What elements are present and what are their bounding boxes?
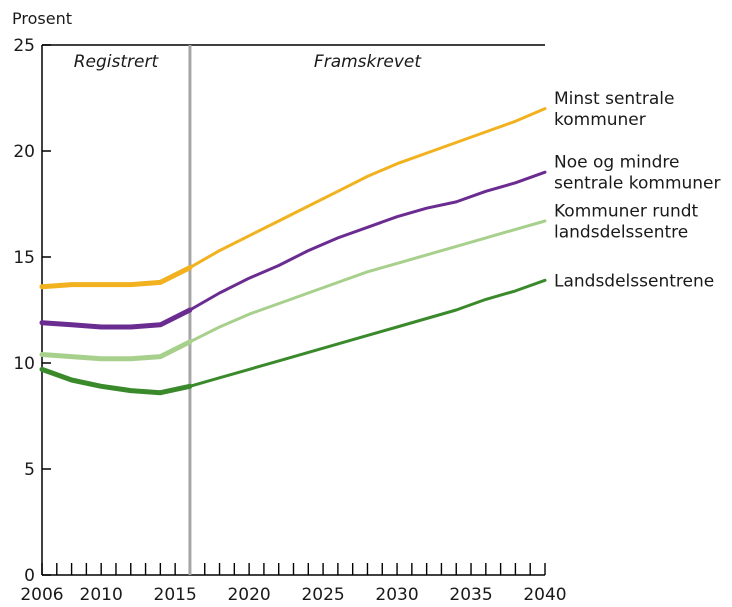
series-label: Noe og mindre sentrale kommuner	[554, 153, 721, 194]
region-label-registered: Registrert	[74, 52, 160, 72]
x-tick-label: 2020	[227, 585, 270, 605]
x-tick-label: 2025	[301, 585, 344, 605]
series-label-line: landsdelssentre	[554, 222, 688, 242]
x-tick-label: 2010	[80, 585, 123, 605]
x-tick-label: 2035	[449, 585, 492, 605]
series-line-projected	[188, 278, 547, 388]
series-label-line: Landsdelssentrene	[554, 271, 714, 291]
y-tick-label: 15	[13, 248, 35, 268]
y-tick-label: 20	[13, 142, 35, 162]
region-label-projected: Framskrevet	[314, 52, 422, 72]
series-label-line: Kommuner rundt	[554, 201, 699, 221]
series-label: Landsdelssentrene	[554, 271, 714, 291]
series-layer	[39, 107, 547, 396]
y-tick-label: 25	[13, 36, 35, 56]
series-label: Kommuner rundt landsdelssentre	[554, 201, 699, 242]
y-axis-title: Prosent	[12, 9, 72, 28]
series-line-registered	[39, 339, 193, 362]
x-tick-label: 2015	[154, 585, 197, 605]
y-tick-label: 0	[24, 566, 35, 586]
series-label-line: Noe og mindre	[554, 153, 680, 173]
labels-layer: Minst sentrale kommuner Noe og mindre sentr…	[554, 89, 721, 291]
y-tick-label: 5	[24, 460, 35, 480]
series-line-projected	[188, 170, 547, 312]
series-label-line: sentrale kommuner	[554, 174, 721, 194]
series-line-registered	[39, 307, 193, 330]
y-tick-label: 10	[13, 354, 35, 374]
series-label-line: Minst sentrale	[554, 89, 674, 109]
series-line-registered	[39, 366, 193, 396]
series-label-line: kommuner	[554, 110, 646, 130]
series-line-projected	[188, 107, 547, 270]
series-line-registered	[39, 265, 193, 290]
series-label: Minst sentrale kommuner	[554, 89, 674, 130]
series-line-projected	[188, 219, 547, 344]
x-tick-label: 2040	[523, 585, 566, 605]
x-tick-label: 2006	[20, 585, 63, 605]
x-tick-label: 2030	[375, 585, 418, 605]
